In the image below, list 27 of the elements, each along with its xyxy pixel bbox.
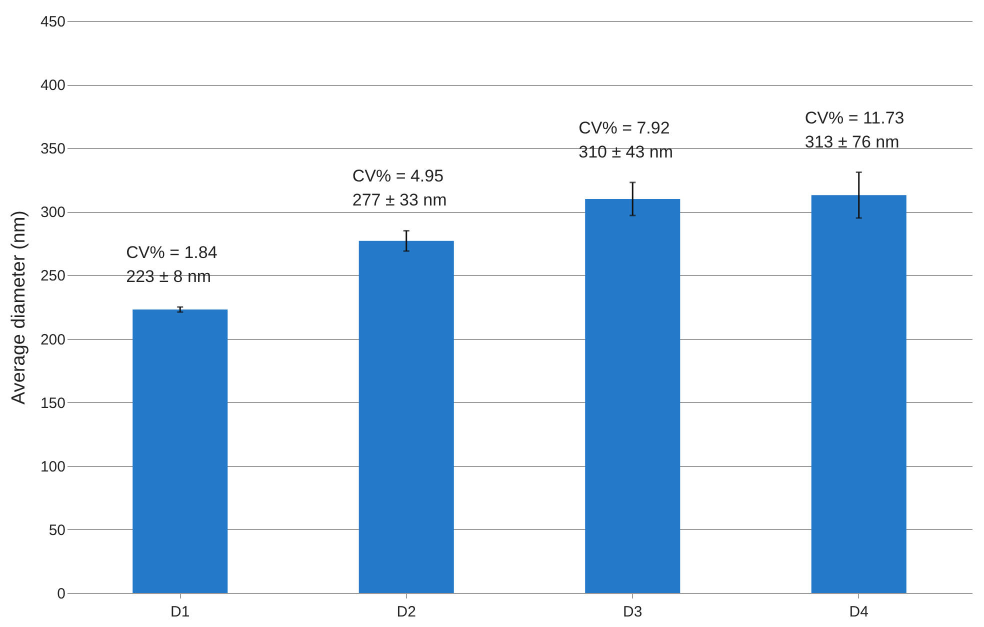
y-tick-label: 250 — [40, 268, 66, 285]
x-tick-label: D3 — [623, 604, 642, 620]
x-tick-label: D1 — [170, 604, 190, 620]
annotation: 277 ± 33 nm — [352, 190, 447, 210]
bar — [358, 240, 454, 593]
y-tick-label: 150 — [40, 394, 66, 412]
x-tick-label: D4 — [849, 604, 868, 620]
y-tick-label: 0 — [57, 586, 66, 602]
x-tick-label: D2 — [396, 604, 416, 620]
annotation: 310 ± 43 nm — [578, 142, 674, 162]
y-tick-label: 450 — [40, 14, 66, 30]
y-tick-label: 50 — [48, 522, 66, 539]
annotation: 223 ± 8 nm — [126, 267, 212, 286]
annotation: CV% = 1.84 — [126, 243, 218, 262]
y-tick-label: 200 — [40, 331, 66, 348]
y-tick-label: 350 — [40, 140, 66, 158]
annotation: CV% = 11.73 — [804, 108, 904, 128]
y-axis-title: Average diameter (nm) — [8, 210, 30, 404]
annotation: 313 ± 76 nm — [804, 132, 900, 152]
bar — [811, 195, 906, 593]
y-tick-label: 300 — [40, 204, 66, 222]
y-tick-label: 400 — [40, 77, 66, 94]
bar — [585, 198, 680, 593]
annotation: CV% = 4.95 — [352, 166, 444, 186]
bar — [132, 310, 228, 593]
annotation: CV% = 7.92 — [578, 118, 670, 138]
y-tick-label: 100 — [40, 458, 66, 476]
